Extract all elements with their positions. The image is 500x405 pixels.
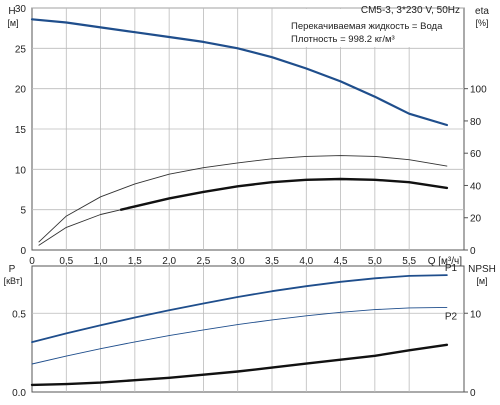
y-right-axis-title: NPSH [468, 264, 496, 275]
y-right-tick-label: 100 [470, 85, 487, 96]
y-left-tick-label: 0 [20, 246, 26, 257]
curve-npsh [30, 343, 449, 387]
x-tick-label: 0 [29, 256, 35, 267]
fluid-label: Перекачиваемая жидкость = Вода [291, 21, 443, 32]
y-left-axis-unit: [м] [7, 18, 18, 28]
y-left-axis-title: P [9, 264, 16, 275]
y-right-axis-unit: [%] [475, 18, 488, 28]
curve-eta-lower-thin [38, 209, 122, 246]
y-right-tick-label: 20 [470, 214, 482, 225]
series-label-p2: P2 [445, 311, 458, 322]
y-left-tick-label: 10 [15, 165, 27, 176]
legend-box-bg [289, 9, 463, 47]
y-right-tick-label: 0 [470, 246, 476, 257]
y-right-tick-label: 0 [470, 388, 476, 399]
y-right-tick-label: 60 [470, 149, 482, 160]
y-right-axis-title: eta [475, 6, 489, 17]
y-right-tick-label: 80 [470, 117, 482, 128]
curve-h [30, 18, 448, 127]
x-tick-label: 0,5 [59, 256, 73, 267]
y-left-tick-label: 5 [20, 206, 26, 217]
density-label: Плотность = 998.2 кг/м³ [291, 34, 395, 45]
curve-p2 [31, 306, 448, 365]
x-tick-label: 1,5 [128, 256, 142, 267]
x-tick-label: 4,0 [299, 256, 313, 267]
x-tick-label: 3,0 [231, 256, 245, 267]
x-tick-label: 5,0 [368, 256, 382, 267]
y-left-axis-title: H [8, 6, 15, 17]
x-axis-title: Q [м³/ч] [428, 256, 463, 267]
y-left-tick-label: 15 [15, 125, 27, 136]
y-right-axis-unit: [м] [476, 276, 487, 286]
y-left-tick-label: 30 [15, 4, 27, 15]
y-right-tick-label: 10 [470, 309, 482, 320]
y-left-axis-unit: [кВт] [4, 276, 23, 286]
x-tick-label: 5,5 [402, 256, 416, 267]
curve-eta-thin [38, 155, 448, 243]
y-left-tick-label: 25 [15, 44, 27, 55]
x-tick-label: 2,0 [162, 256, 176, 267]
plot-frame [31, 265, 465, 393]
y-left-tick-label: 0.0 [12, 388, 26, 399]
y-left-tick-label: 0.5 [12, 309, 26, 320]
x-tick-label: 2,5 [196, 256, 210, 267]
curve-eta [119, 177, 449, 211]
x-tick-label: 1,0 [94, 256, 108, 267]
series-label-p1: P1 [445, 263, 458, 274]
y-left-tick-label: 20 [15, 85, 27, 96]
x-tick-label: 3,5 [265, 256, 279, 267]
y-right-tick-label: 40 [470, 181, 482, 192]
pump-model-label: CM5-3, 3*230 V, 50Hz [361, 5, 460, 16]
x-tick-label: 4,5 [334, 256, 348, 267]
curve-p1 [31, 274, 448, 343]
